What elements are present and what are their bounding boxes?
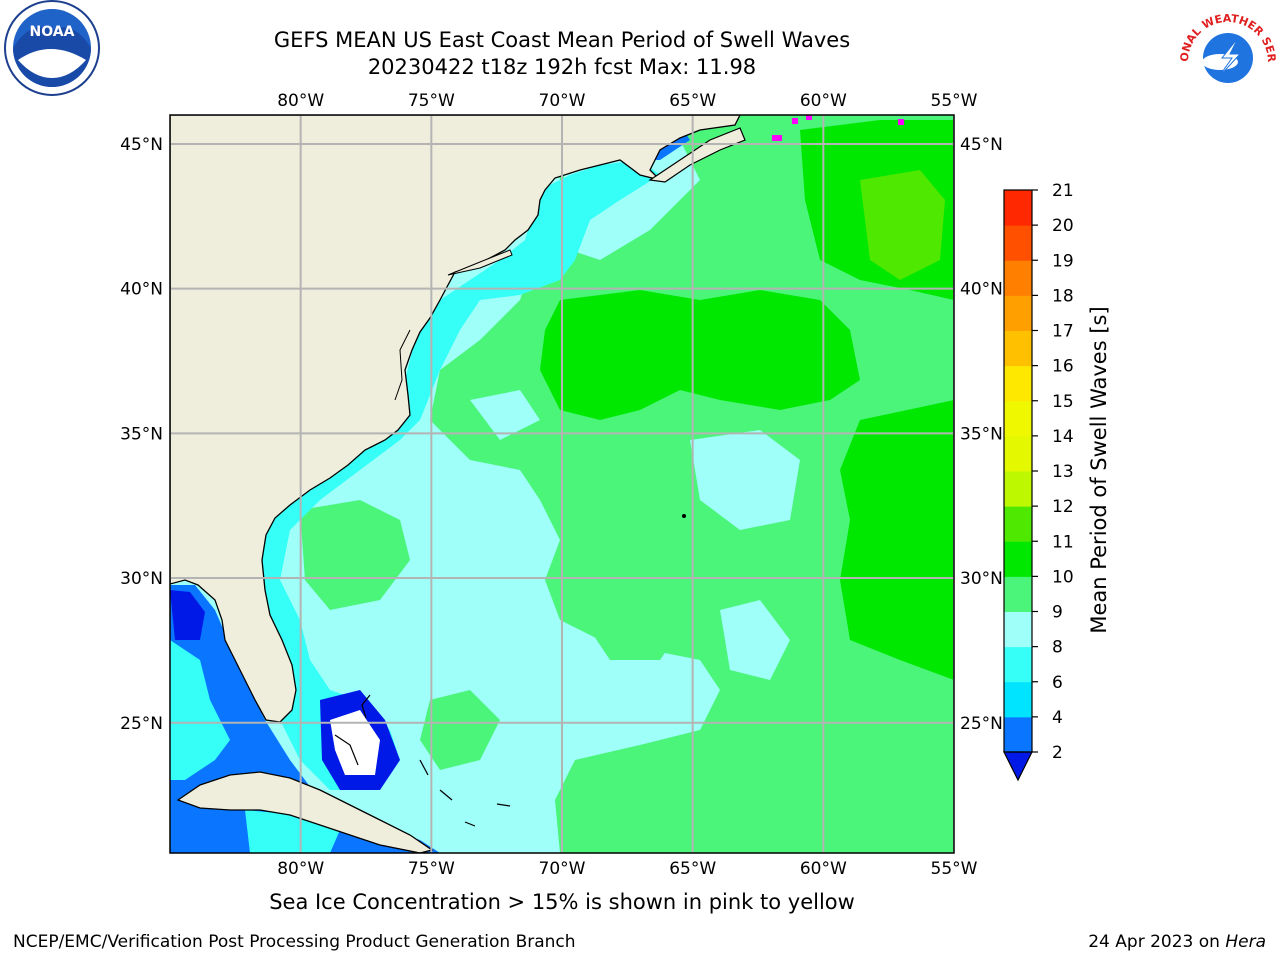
chesapeake-bay bbox=[394, 329, 411, 401]
latitude-labels-left: 45°N 40°N 35°N 30°N 25°N bbox=[120, 135, 163, 734]
lon-label-top: 65°W bbox=[669, 91, 716, 111]
lon-label-bottom: 55°W bbox=[931, 859, 978, 879]
colorbar-tick-label: 12 bbox=[1052, 497, 1074, 517]
colorbar-segment bbox=[1004, 225, 1032, 261]
lon-label-bottom: 80°W bbox=[277, 859, 324, 879]
lat-label-left: 30°N bbox=[120, 569, 163, 589]
colorbar-tick-label: 15 bbox=[1052, 392, 1074, 412]
map-title: GEFS MEAN US East Coast Mean Period of S… bbox=[273, 28, 851, 52]
colorbar-tick-label: 14 bbox=[1052, 427, 1074, 447]
colorbar-segment bbox=[1004, 190, 1032, 226]
footer-date: 24 Apr 2023 on Hera bbox=[1088, 932, 1266, 952]
map-subtitle: 20230422 t18z 192h fcst Max: 11.98 bbox=[367, 55, 757, 79]
gulf-dark-patch bbox=[170, 590, 205, 640]
colorbar-tick-label: 21 bbox=[1052, 181, 1074, 201]
nws-logo: NATIONAL WEATHER SERVICE bbox=[0, 0, 1278, 94]
gulf-cyan-patch bbox=[170, 640, 230, 780]
colorbar-segment bbox=[1004, 330, 1032, 367]
colorbar-tick-label: 8 bbox=[1052, 638, 1063, 658]
lon-label-top: 75°W bbox=[408, 91, 455, 111]
lon-label-top: 55°W bbox=[931, 91, 978, 111]
colorbar-tick-label: 16 bbox=[1052, 357, 1074, 377]
lat-label-right: 35°N bbox=[960, 424, 1003, 444]
lon-label-top: 80°W bbox=[277, 91, 324, 111]
colorbar-segment bbox=[1004, 435, 1032, 472]
caribbean-cyan-patch bbox=[245, 810, 340, 853]
north-america-land bbox=[170, 115, 741, 723]
lon-label-top: 70°W bbox=[539, 91, 586, 111]
lat-label-left: 40°N bbox=[120, 280, 163, 300]
nws-logo-text: NATIONAL WEATHER SERVICE bbox=[0, 0, 1278, 63]
longitude-labels-top: 80°W 75°W 70°W 65°W 60°W 55°W bbox=[277, 91, 977, 111]
colorbar-segment bbox=[1004, 400, 1032, 437]
nova-scotia-land bbox=[648, 127, 746, 183]
colorbar: 2 4 6 8 9 10 11 12 13 14 15 16 17 18 19 20 21 bbox=[1003, 181, 1074, 782]
colorbar-segment bbox=[1004, 681, 1032, 718]
lat-label-right: 40°N bbox=[960, 280, 1003, 300]
footer-host: Hera bbox=[1225, 932, 1266, 952]
lon-label-bottom: 65°W bbox=[669, 859, 716, 879]
lon-label-bottom: 60°W bbox=[800, 859, 847, 879]
long-island bbox=[447, 249, 513, 276]
lat-label-right: 45°N bbox=[960, 135, 1003, 155]
lat-label-left: 45°N bbox=[120, 135, 163, 155]
swell-max-region bbox=[860, 170, 945, 280]
colorbar-tick-label: 11 bbox=[1052, 532, 1074, 552]
footer-date-text: 24 Apr 2023 on bbox=[1088, 932, 1226, 952]
colorbar-segment bbox=[1004, 576, 1032, 612]
colorbar-label: Mean Period of Swell Waves [s] bbox=[1087, 306, 1111, 633]
bahamas-banks bbox=[330, 710, 380, 775]
footer-branch: NCEP/EMC/Verification Post Processing Pr… bbox=[13, 932, 576, 952]
colorbar-segment bbox=[1004, 506, 1032, 542]
colorbar-segment bbox=[1004, 611, 1032, 648]
colorbar-tick-label: 18 bbox=[1052, 286, 1074, 306]
lat-label-left: 25°N bbox=[120, 714, 163, 734]
colorbar-segment bbox=[1004, 716, 1032, 753]
colorbar-tick-label: 20 bbox=[1052, 216, 1074, 236]
noaa-logo: NOAA bbox=[4, 0, 100, 96]
lon-label-top: 60°W bbox=[800, 91, 847, 111]
colorbar-segment bbox=[1004, 260, 1032, 296]
colorbar-tick-label: 10 bbox=[1052, 567, 1074, 587]
latitude-labels-right: 45°N 40°N 35°N 30°N 25°N bbox=[960, 135, 1003, 734]
colorbar-tick-label: 13 bbox=[1052, 462, 1074, 482]
colorbar-extend-arrow bbox=[1003, 751, 1033, 782]
colorbar-tick-label: 4 bbox=[1052, 708, 1063, 728]
lat-label-left: 35°N bbox=[120, 424, 163, 444]
colorbar-segment bbox=[1004, 646, 1032, 683]
bahamas-islands bbox=[334, 694, 511, 827]
colorbar-segment bbox=[1004, 471, 1032, 507]
map-frame bbox=[169, 114, 955, 854]
noaa-logo-text: NOAA bbox=[30, 24, 75, 40]
colorbar-tick-label: 17 bbox=[1052, 322, 1074, 342]
bermuda-island bbox=[682, 514, 686, 518]
colorbar-segment bbox=[1004, 541, 1032, 577]
sea-ice-note: Sea Ice Concentration > 15% is shown in … bbox=[269, 890, 855, 914]
sea-ice-marks bbox=[772, 115, 904, 141]
colorbar-tick-label: 6 bbox=[1052, 673, 1063, 693]
lon-label-bottom: 75°W bbox=[408, 859, 455, 879]
colorbar-tick-label: 2 bbox=[1052, 743, 1063, 763]
longitude-labels-bottom: 80°W 75°W 70°W 65°W 60°W 55°W bbox=[277, 859, 977, 879]
colorbar-tick-label: 9 bbox=[1052, 603, 1063, 623]
lat-label-right: 25°N bbox=[960, 714, 1003, 734]
colorbar-segment bbox=[1004, 295, 1032, 331]
colorbar-tick-label: 19 bbox=[1052, 251, 1074, 271]
map-gridlines bbox=[170, 115, 954, 853]
lat-label-right: 30°N bbox=[960, 569, 1003, 589]
lon-label-bottom: 70°W bbox=[539, 859, 586, 879]
colorbar-segment bbox=[1004, 365, 1032, 402]
